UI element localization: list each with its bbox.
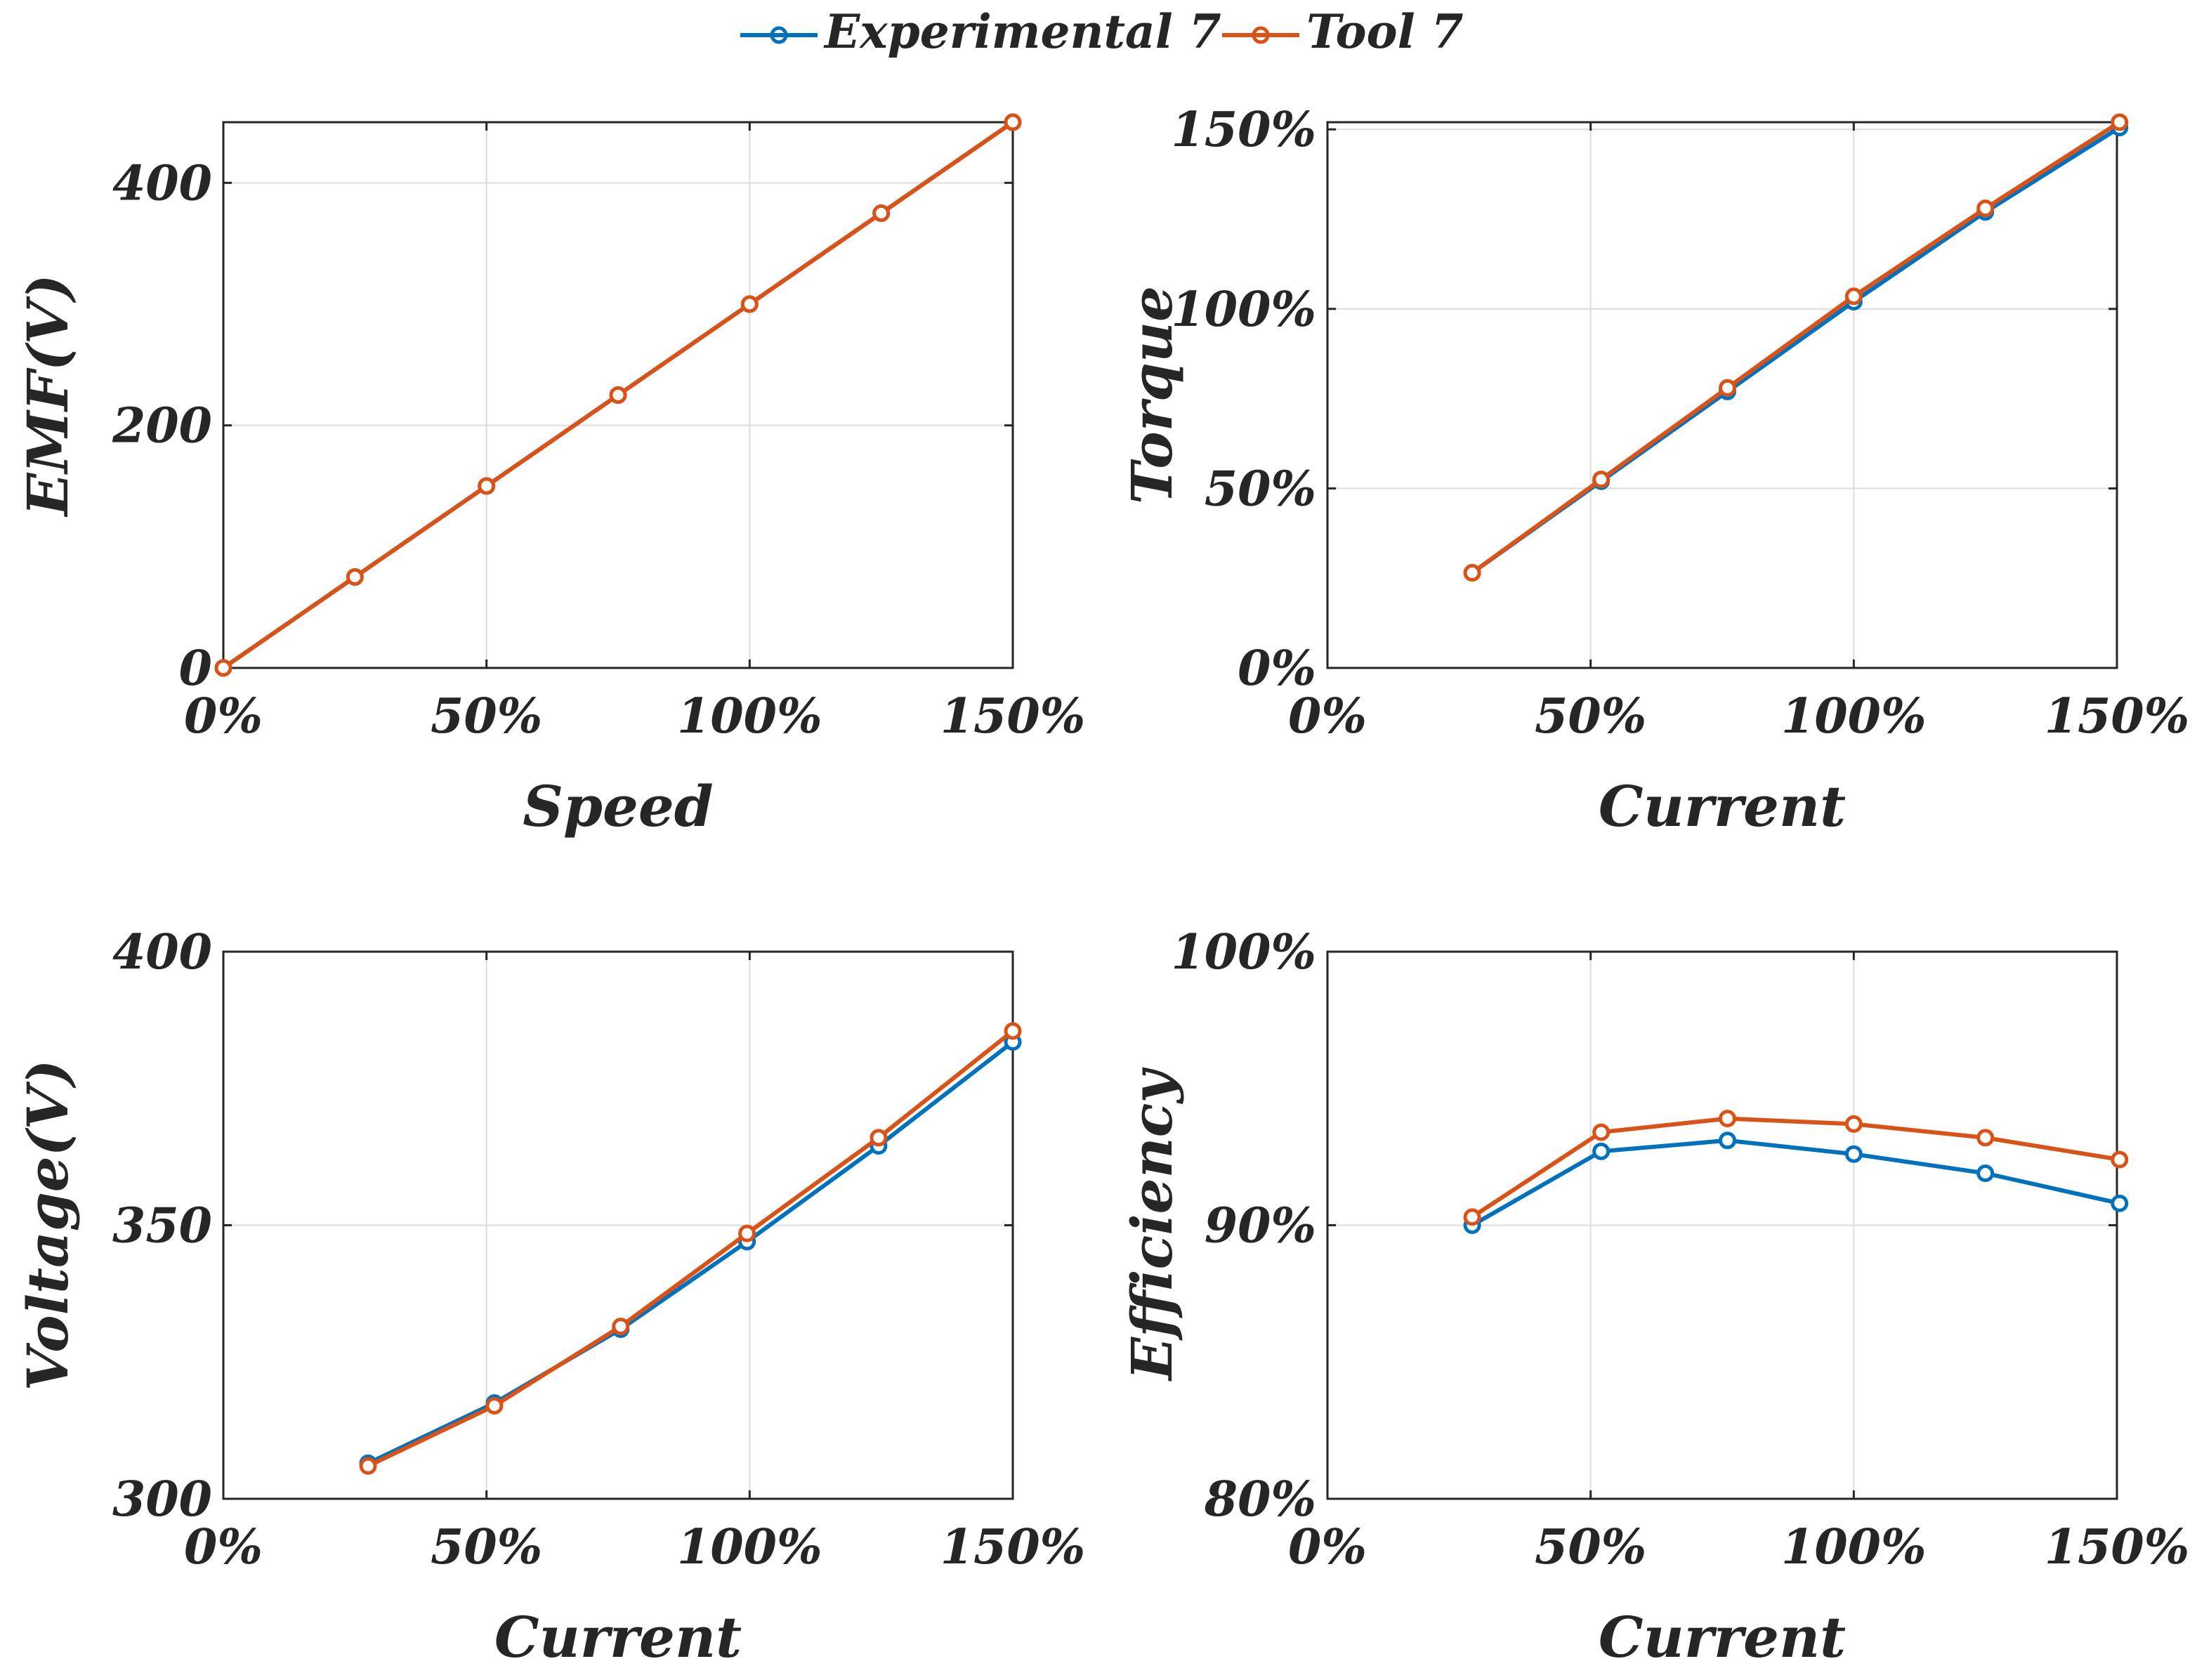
x-tick-label: 0% — [1288, 688, 1367, 744]
x-tick-label: 50% — [431, 1519, 542, 1575]
series-experimental-point — [1976, 1164, 1995, 1182]
y-axis-label: Voltage(V) — [15, 1060, 81, 1391]
x-tick-label: 50% — [1535, 688, 1646, 744]
y-tick-label: 400 — [112, 155, 212, 211]
x-tick-label: 0% — [1288, 1519, 1367, 1575]
plot-frame — [1326, 121, 2118, 669]
series-tool — [1463, 1110, 2129, 1226]
series-experimental-point — [2111, 1194, 2129, 1212]
series-experimental — [359, 1033, 1022, 1472]
x-axis-label: Current — [494, 1604, 742, 1670]
legend-marker-tool — [1252, 26, 1270, 44]
series-tool-point — [1844, 287, 1863, 306]
series-tool — [1463, 113, 2129, 582]
series-tool-point — [1718, 1110, 1736, 1128]
x-axis-label: Current — [1599, 773, 1846, 839]
legend-label-experimental: Experimental 7 — [823, 4, 1221, 59]
legend-entry-experimental[interactable]: Experimental 7 — [740, 4, 1221, 59]
series-tool — [214, 113, 1022, 677]
series-tool-point — [1844, 1115, 1863, 1133]
series-tool-point — [2111, 1150, 2129, 1169]
y-tick-label: 200 — [112, 398, 212, 454]
legend-marker-experimental — [770, 26, 788, 44]
x-tick-label: 100% — [1781, 1519, 1927, 1575]
y-tick-label: 100% — [1171, 282, 1316, 338]
x-tick-label: 150% — [940, 1519, 1086, 1575]
x-tick-label: 50% — [431, 688, 542, 744]
series-tool-point — [1718, 379, 1736, 397]
x-axis-label: Speed — [523, 773, 713, 839]
y-tick-label: 50% — [1205, 461, 1316, 517]
y-tick-label: 0% — [1238, 641, 1316, 697]
y-tick-label: 150% — [1171, 102, 1316, 158]
series-experimental — [1463, 119, 2129, 582]
x-tick-label: 100% — [677, 1519, 822, 1575]
chart-voltage: 0% 50% 100% 150% 300 350 400 Current Voltage(V) — [15, 924, 1085, 1670]
x-tick-label: 150% — [2045, 1519, 2190, 1575]
series-tool-point — [1463, 564, 1481, 582]
series-tool-line — [367, 1029, 1014, 1469]
series-tool-point — [1004, 1022, 1022, 1040]
y-tick-label: 80% — [1204, 1471, 1316, 1528]
legend-entry-tool[interactable]: Tool 7 — [1222, 4, 1464, 59]
chart-torque: 0% 50% 100% 150% 0% 50% 100% 150% Current Torque — [1119, 102, 2189, 839]
series-tool-point — [738, 1224, 756, 1242]
series-tool-point — [485, 1397, 504, 1415]
series-experimental — [1463, 1131, 2129, 1234]
series-tool-point — [1976, 199, 1995, 218]
x-axis-label: Current — [1599, 1604, 1846, 1670]
series-tool-point — [346, 568, 364, 586]
series-tool-point — [1976, 1129, 1995, 1147]
series-tool-point — [872, 204, 891, 222]
plot-frame — [222, 121, 1014, 669]
x-tick-label: 100% — [677, 688, 822, 744]
x-tick-label: 100% — [1781, 688, 1927, 744]
y-axis-label: Torque — [1119, 286, 1185, 504]
series-tool-line — [1471, 120, 2121, 575]
series-tool-point — [1463, 1208, 1481, 1226]
y-tick-label: 300 — [112, 1471, 212, 1528]
series-tool-point — [2111, 113, 2129, 131]
series-tool-point — [1592, 1123, 1611, 1141]
series-tool — [359, 1022, 1022, 1475]
series-experimental-point — [1844, 1145, 1863, 1163]
y-tick-label: 90% — [1205, 1198, 1316, 1254]
series-tool-point — [359, 1457, 377, 1475]
y-axis-label: Efficiency — [1119, 1067, 1185, 1382]
series-experimental-line — [367, 1040, 1014, 1466]
series-tool-point — [478, 477, 496, 495]
x-tick-label: 150% — [940, 688, 1086, 744]
series-tool-point — [1004, 113, 1022, 131]
series-tool-point — [609, 386, 627, 404]
x-tick-label: 0% — [184, 688, 263, 744]
y-tick-label: 400 — [112, 924, 212, 980]
series-tool-line — [1471, 1116, 2120, 1219]
series-experimental-point — [1592, 1142, 1611, 1160]
chart-efficiency: 0% 50% 100% 150% 80% 90% 100% Current Efficiency — [1119, 924, 2189, 1670]
series-tool-point — [612, 1318, 630, 1336]
series-experimental-line — [1471, 126, 2121, 575]
x-tick-label: 50% — [1535, 1519, 1646, 1575]
x-tick-label: 0% — [184, 1519, 263, 1575]
panels: 0% 50% 100% 150% 0 200 400 Speed EMF(V) 0% 50% 100%… — [15, 102, 2189, 1670]
y-tick-label: 0 — [179, 641, 212, 697]
series-tool-point — [870, 1129, 888, 1147]
legend-label-tool: Tool 7 — [1306, 4, 1464, 59]
x-tick-label: 150% — [2045, 688, 2190, 744]
series-tool-point — [214, 659, 232, 677]
series-tool-point — [1592, 471, 1611, 489]
y-axis-label: EMF(V) — [15, 274, 81, 517]
series-experimental-line — [1471, 1138, 2120, 1228]
y-tick-label: 100% — [1171, 924, 1316, 980]
chart-emf: 0% 50% 100% 150% 0 200 400 Speed EMF(V) — [15, 113, 1086, 839]
legend: Experimental 7 Tool 7 — [740, 4, 1464, 59]
y-tick-label: 350 — [112, 1198, 212, 1254]
series-tool-point — [740, 295, 759, 313]
series-experimental-point — [1718, 1131, 1736, 1150]
